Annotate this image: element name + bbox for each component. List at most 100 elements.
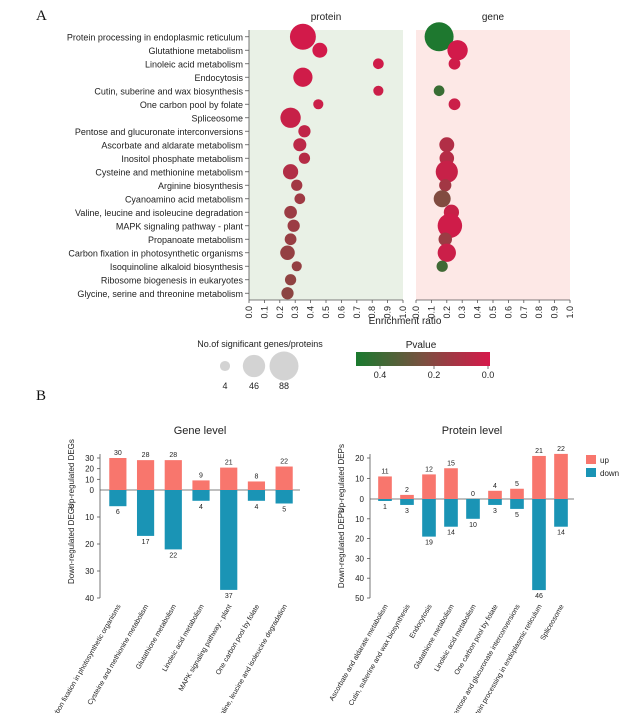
protein-level-chart: Protein level010201020304050Up-regulated… (329, 425, 620, 713)
protein-dot (291, 261, 302, 272)
pathway-label: Carbon fixation in photosynthetic organi… (68, 248, 243, 258)
dot-x-axis-title: Enrichment ratio (369, 316, 442, 327)
protein-level-bar-down-label: 1 (383, 504, 387, 511)
protein-level-bar-down (466, 499, 480, 519)
pathway-label: One carbon pool by folate (140, 100, 243, 110)
protein-level-ylabel-up: Up-regulated DEPs (337, 444, 346, 513)
protein-level-category-label: Endocytosis (409, 603, 434, 640)
protein-level-bar-up (400, 494, 414, 499)
gene-level-bar-up (136, 460, 155, 490)
color-legend-tick-label: 0.0 (482, 370, 495, 380)
pathway-label: Arginine biosynthesis (158, 181, 244, 191)
gene-x-tick-label: 0.1 (426, 306, 436, 319)
gene-x-tick-label: 0.5 (488, 306, 498, 319)
protein-level-bar-up-label: 12 (425, 466, 433, 473)
pathway-label: Protein processing in endoplasmic reticu… (67, 32, 243, 42)
protein-dot (282, 164, 299, 180)
protein-dot (284, 205, 297, 219)
gene-panel-title: gene (482, 12, 505, 23)
gene-level-bar-down (192, 490, 210, 501)
pathway-label: Linoleic acid metabolism (145, 59, 243, 69)
gene-level-bar-down-label: 37 (225, 593, 233, 600)
protein-level-bar-down (422, 499, 436, 537)
gene-level-bar-down-label: 4 (199, 504, 203, 511)
protein-level-bar-down (444, 499, 458, 527)
gene-dot (447, 40, 468, 61)
protein-x-tick-label: 0.3 (290, 306, 300, 319)
protein-dot (298, 152, 311, 164)
gene-level-title: Gene level (174, 425, 227, 437)
pathway-label: Propanoate metabolism (148, 235, 243, 245)
protein-level-bar-up (554, 453, 568, 499)
protein-dot (280, 245, 295, 261)
protein-level-bar-down (488, 499, 502, 505)
protein-level-legend-label: up (600, 456, 609, 465)
pathway-label: Cutin, suberine and wax biosynthesis (94, 86, 243, 96)
size-legend-label: 4 (222, 381, 227, 391)
protein-level-bar-up-label: 15 (447, 460, 455, 467)
protein-dot (313, 99, 324, 110)
gene-x-tick-label: 0.8 (534, 306, 544, 319)
color-legend-tick-label: 0.4 (374, 370, 387, 380)
protein-x-tick-label: 0.4 (306, 306, 316, 319)
gene-dot (438, 232, 453, 246)
pathway-label: Inositol phosphate metabolism (121, 154, 243, 164)
protein-dot (293, 138, 307, 152)
protein-x-tick-label: 0.6 (336, 306, 346, 319)
protein-level-bar-down-label: 19 (425, 540, 433, 547)
pathway-label: Glutathione metabolism (148, 46, 243, 56)
gene-level-bar-up-label: 28 (142, 452, 150, 459)
protein-dot (298, 125, 311, 138)
protein-x-tick-label: 0.1 (259, 306, 269, 319)
protein-level-y-tick-label: 40 (355, 574, 364, 583)
gene-level-bar-down (220, 490, 238, 590)
protein-level-y-tick-label: 10 (355, 475, 364, 484)
protein-level-bar-up (532, 455, 546, 499)
gene-level-bar-up-label: 21 (225, 460, 233, 467)
protein-x-tick-label: 0.2 (275, 306, 285, 319)
protein-dot (291, 179, 303, 191)
gene-dot (448, 98, 461, 111)
gene-level-y-tick-label-zero: 0 (90, 486, 95, 495)
gene-level-bar-up (247, 481, 266, 490)
pathway-label: Glycine, serine and threonine metabolism (77, 289, 243, 299)
gene-level-bar-down (164, 490, 182, 550)
panel-b-letter: B (36, 388, 46, 404)
protein-level-category-label: Spliceosome (540, 603, 566, 641)
pathway-label: Cyanoamino acid metabolism (125, 194, 243, 204)
pathway-label: Spliceosome (191, 113, 243, 123)
gene-dot (436, 260, 448, 272)
color-legend-tick-label: 0.2 (428, 370, 441, 380)
protein-level-y-tick-label: 20 (355, 454, 364, 463)
gene-level-ylabel-down: Down-regulated DEGs (67, 504, 76, 584)
size-legend-label: 88 (279, 381, 289, 391)
gene-level-bar-up-label: 9 (199, 472, 203, 479)
protein-level-legend-label: down (600, 469, 619, 478)
gene-x-tick-label: 0.4 (473, 306, 483, 319)
gene-level-ylabel-up: Up-regulated DEGs (67, 439, 76, 509)
gene-level-y-tick-label: 30 (85, 567, 94, 576)
protein-level-bar-up-label: 5 (515, 481, 519, 488)
protein-level-legend-swatch (586, 468, 596, 477)
protein-dot (284, 274, 297, 286)
gene-x-tick-label: 0.2 (442, 306, 452, 319)
pathway-label: Ribosome biogenesis in eukaryotes (101, 275, 244, 285)
protein-level-bar-up-label: 0 (471, 491, 475, 498)
protein-level-bar-down (532, 499, 546, 591)
gene-level-y-tick-label: 10 (85, 475, 94, 484)
protein-level-bar-down-label: 46 (535, 593, 543, 600)
gene-level-bar-down-label: 6 (116, 509, 120, 516)
protein-panel-background (249, 30, 403, 300)
protein-level-category-label: Linoleic acid metabolism (434, 603, 478, 673)
gene-level-y-tick-label: 40 (85, 594, 94, 603)
gene-dot (435, 160, 458, 183)
protein-panel-title: protein (311, 12, 342, 23)
protein-level-category-label: Glutathione metabolism (413, 603, 456, 670)
gene-level-bar-down-label: 22 (169, 552, 177, 559)
protein-x-tick-label: 1.0 (398, 306, 408, 319)
gene-level-bar-up (275, 466, 293, 490)
gene-level-category-label: MAPK signaling pathway - plant (178, 603, 234, 692)
gene-dot (437, 213, 463, 238)
gene-level-bar-up-label: 28 (169, 452, 177, 459)
protein-level-title: Protein level (442, 425, 503, 437)
